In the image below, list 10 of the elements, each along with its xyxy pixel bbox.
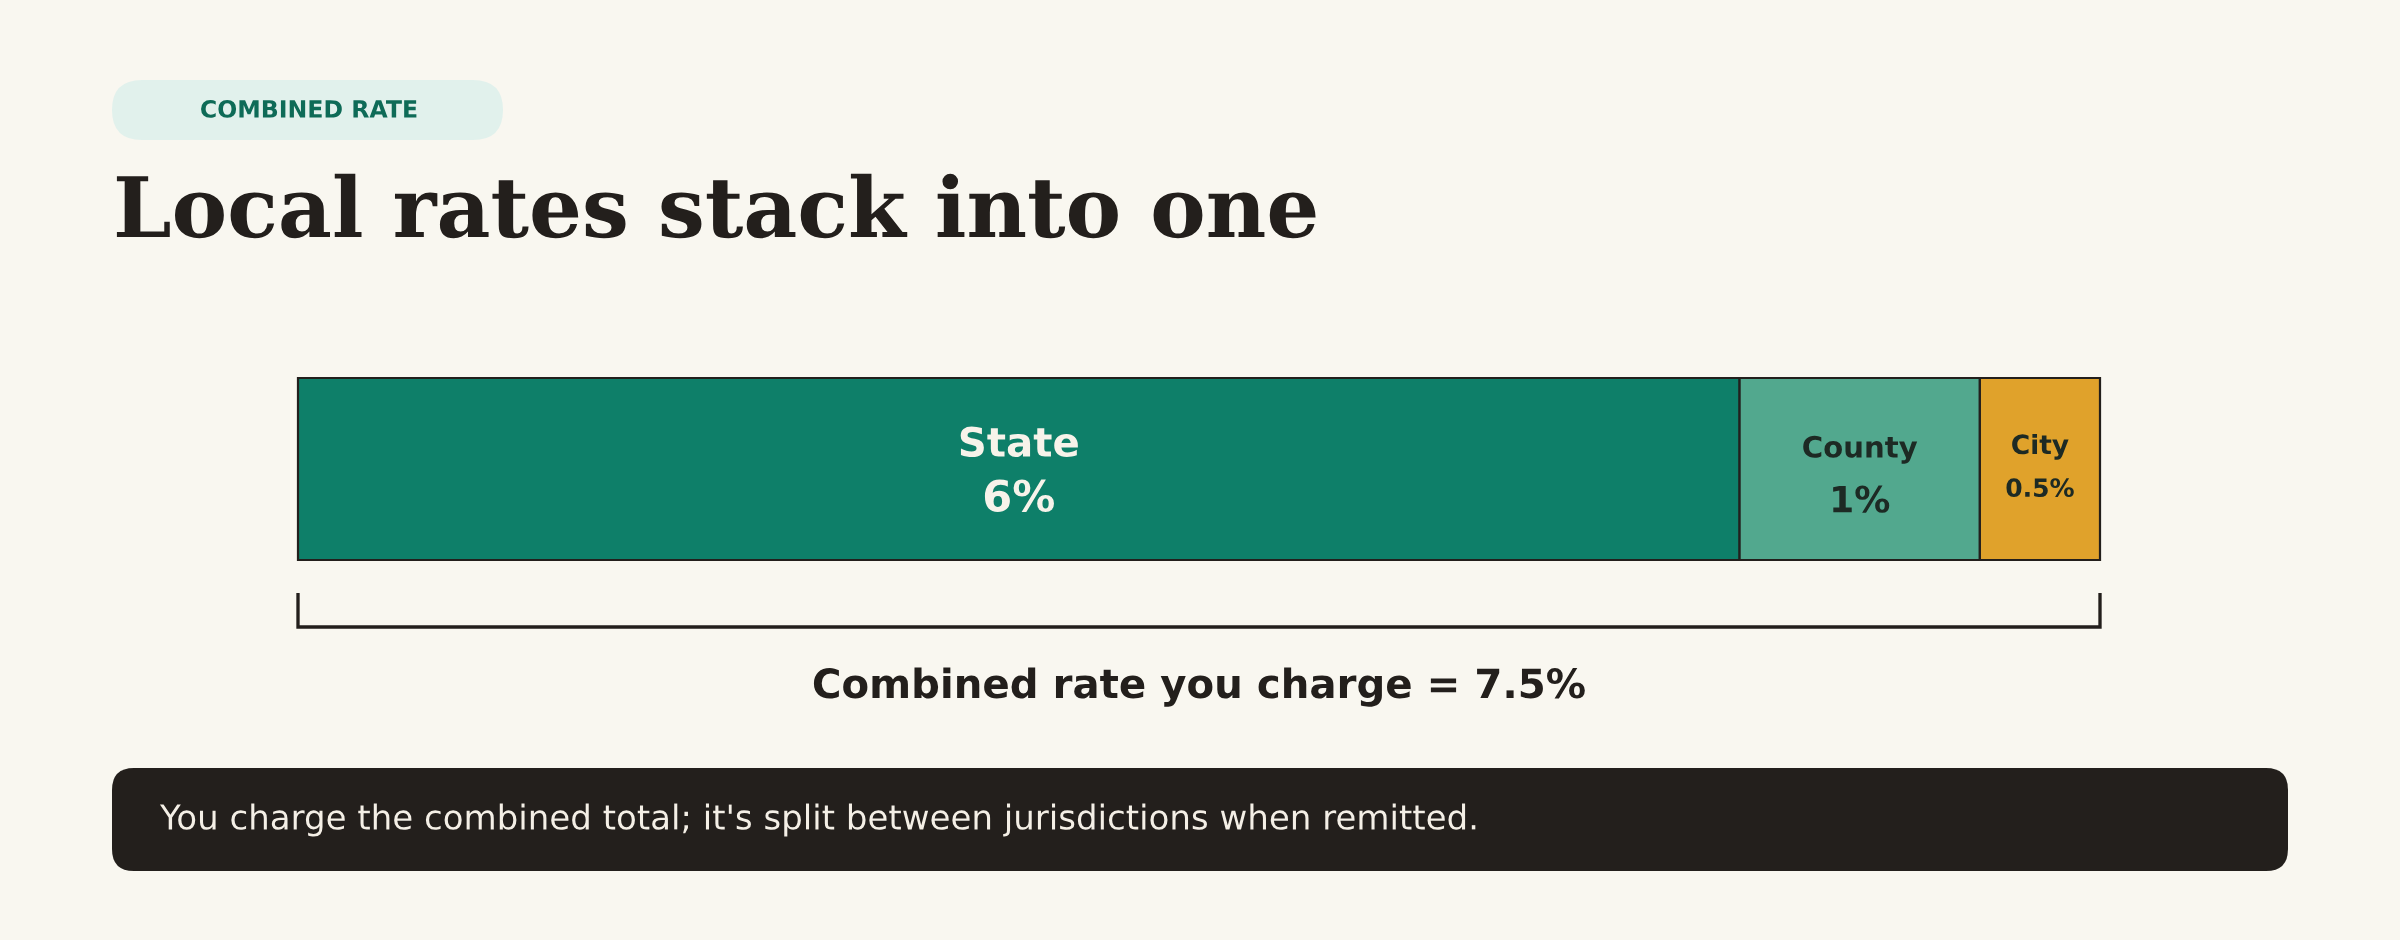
text: Combined rate you charge = 7.5% [813,667,1585,707]
data-label: 6% [984,479,1054,513]
data-label: 1% [1833,485,1890,513]
series-label: County [1803,435,1918,464]
text: COMBINED RATE [201,99,417,118]
text: You charge the combined total; it's split between jurisdictions when remitted. [159,803,1476,837]
chart-title: Local rates stack into one [116,173,1316,239]
series-label: State [960,426,1078,458]
data-label: 0.5% [2006,478,2074,498]
series-label: City [2012,433,2069,460]
